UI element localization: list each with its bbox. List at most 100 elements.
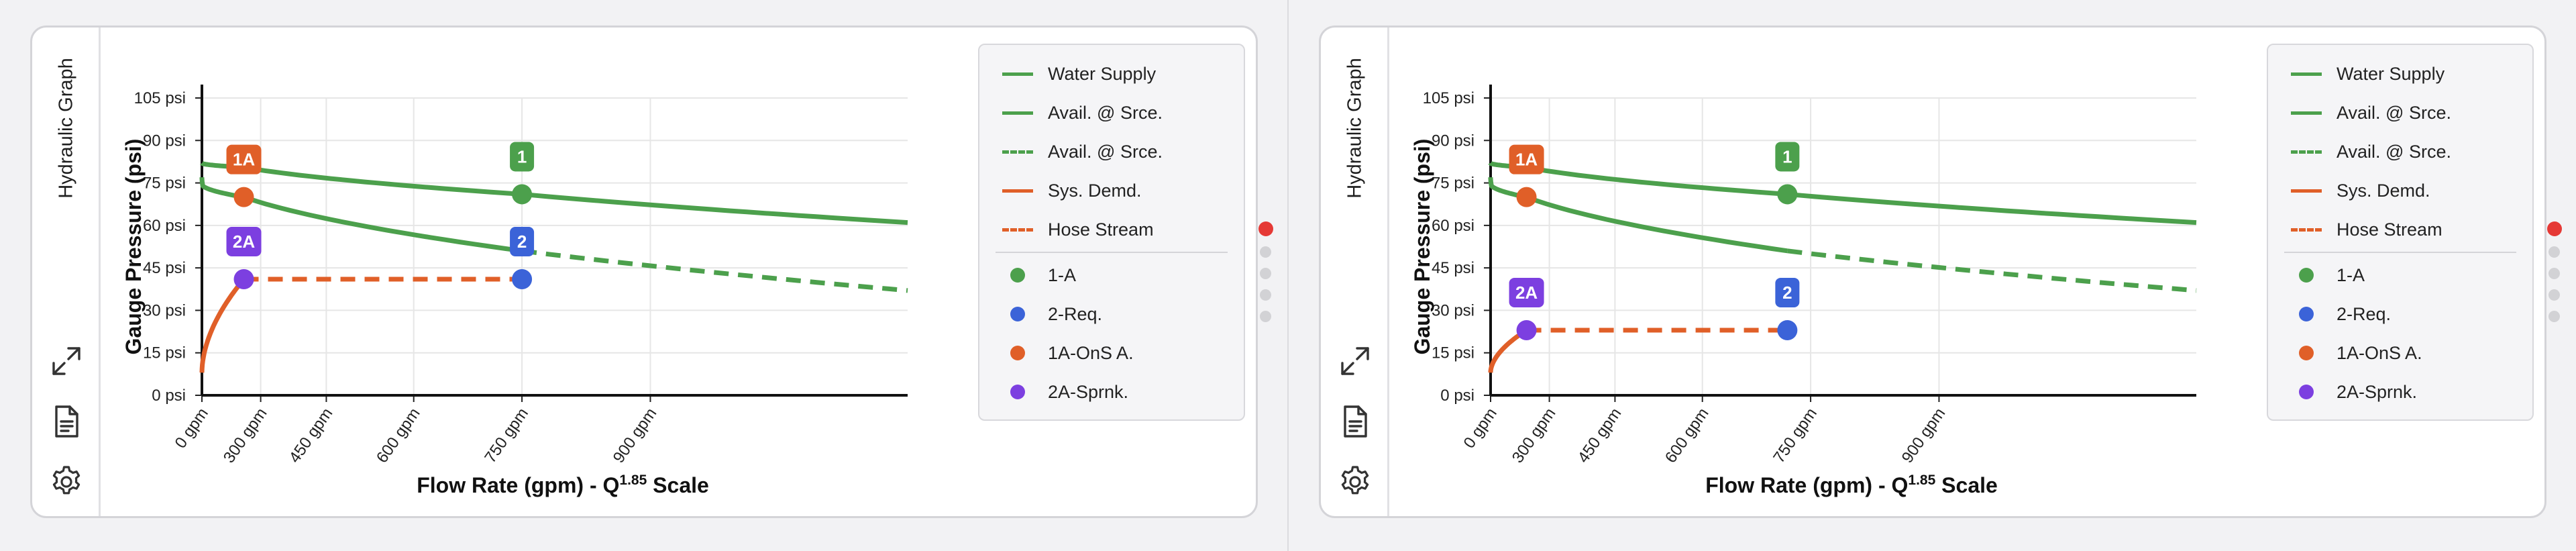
legend-item[interactable]: Hose Stream (979, 210, 1244, 249)
hydraulic-chart: 0 psi 15 psi 30 psi 45 psi 60 psi 75 psi 90 ps… (121, 85, 908, 497)
page-dot[interactable] (2548, 246, 2560, 258)
split-divider[interactable] (1287, 0, 1289, 551)
page-dot[interactable] (1260, 246, 1271, 258)
report-button[interactable] (1337, 403, 1373, 440)
point-badge-label: 1A (233, 150, 255, 170)
legend-swatch (1002, 150, 1033, 154)
legend-label: Hose Stream (2337, 219, 2443, 240)
page-dot[interactable] (2548, 311, 2560, 322)
x-tick-label: 450 gpm (286, 405, 337, 466)
legend-item[interactable]: Avail. @ Srce. (979, 132, 1244, 171)
point-badge (510, 142, 535, 172)
expand-button[interactable] (48, 343, 85, 379)
legend-label: Sys. Demd. (2337, 180, 2430, 201)
legend-item[interactable]: 1-A (2268, 256, 2532, 295)
series-line[interactable] (200, 161, 908, 226)
legend-swatch (2299, 346, 2314, 360)
legend-swatch (1002, 189, 1033, 193)
legend-label: 2A-Sprnk. (2337, 381, 2418, 402)
data-point[interactable] (233, 187, 254, 207)
y-axis-title: Gauge Pressure (psi) (121, 139, 146, 355)
settings-button[interactable] (1337, 464, 1373, 500)
legend-label: Avail. @ Srce. (1048, 102, 1163, 123)
legend-item[interactable]: Water Supply (2268, 54, 2532, 93)
legend-item[interactable]: Hose Stream (2268, 210, 2532, 249)
y-tick-label: 45 psi (143, 259, 186, 277)
expand-icon (52, 347, 80, 375)
page-dot[interactable] (1258, 221, 1273, 236)
legend-swatch (1010, 346, 1025, 360)
gear-icon (52, 466, 80, 495)
point-badge-label: 2 (1782, 283, 1792, 303)
legend-item[interactable]: Avail. @ Srce. (979, 93, 1244, 132)
document-icon (1344, 405, 1367, 438)
x-axis-title: Flow Rate (gpm) - Q1.85 Scale (417, 472, 709, 497)
hydraulic-graph-panel: Hydraulic Graph (30, 26, 1258, 518)
y-tick-label: 0 psi (152, 387, 186, 405)
expand-button[interactable] (1337, 343, 1373, 379)
legend-swatch (2291, 228, 2322, 232)
legend-item[interactable]: 1-A (979, 256, 1244, 295)
x-tick-label: 0 gpm (1460, 405, 1501, 452)
legend-swatch (2299, 385, 2314, 399)
point-badge-label: 2A (1515, 283, 1538, 303)
expand-icon (1341, 347, 1369, 375)
legend-item[interactable]: Sys. Demd. (2268, 171, 2532, 210)
series-line[interactable] (521, 248, 908, 293)
legend-label: Water Supply (1048, 63, 1157, 84)
legend-label: Avail. @ Srce. (2337, 102, 2451, 123)
document-icon (55, 405, 78, 438)
data-point[interactable] (1777, 184, 1798, 205)
series-line[interactable] (1786, 248, 2197, 293)
chart-legend: Water Supply Avail. @ Srce. Avail. @ Srce.… (2267, 44, 2534, 421)
data-point[interactable] (1777, 319, 1798, 340)
y-tick-label: 15 psi (1432, 344, 1474, 362)
legend-swatch (2291, 150, 2322, 154)
point-badge (1775, 142, 1800, 172)
data-point[interactable] (1516, 319, 1537, 340)
hydraulic-graph-panel: Hydraulic Graph (1319, 26, 2546, 518)
series-line[interactable] (199, 277, 246, 373)
legend-item[interactable]: Sys. Demd. (979, 171, 1244, 210)
legend-item[interactable]: Water Supply (979, 54, 1244, 93)
legend-item[interactable]: 2-Req. (2268, 295, 2532, 334)
y-tick-label: 90 psi (143, 132, 186, 150)
x-tick-label: 0 gpm (172, 405, 212, 452)
settings-button[interactable] (48, 464, 85, 500)
y-tick-label: 15 psi (143, 344, 186, 362)
series-line[interactable] (1488, 161, 2197, 226)
legend-separator (996, 252, 1228, 253)
y-tick-label: 0 psi (1440, 387, 1474, 405)
x-tick-label: 600 gpm (373, 405, 424, 466)
page-dot[interactable] (1260, 289, 1271, 301)
legend-item[interactable]: 1A-OnS A. (2268, 334, 2532, 372)
panel-sidebar: Hydraulic Graph (32, 28, 101, 516)
page-indicator (2547, 221, 2563, 332)
x-tick-label: 600 gpm (1662, 405, 1713, 466)
page-dot[interactable] (2548, 289, 2560, 301)
legend-label: 1-A (2337, 264, 2365, 285)
series-line[interactable] (199, 177, 523, 254)
page-dot[interactable] (2547, 221, 2562, 236)
data-point[interactable] (1516, 187, 1537, 207)
legend-item[interactable]: Avail. @ Srce. (2268, 132, 2532, 171)
legend-item[interactable]: 2-Req. (979, 295, 1244, 334)
data-point[interactable] (512, 184, 533, 205)
series-line[interactable] (1488, 177, 1788, 254)
report-button[interactable] (48, 403, 85, 440)
point-badge (510, 227, 535, 257)
data-point[interactable] (233, 269, 254, 290)
legend-swatch (2291, 189, 2322, 193)
page-dot[interactable] (2548, 268, 2560, 279)
legend-item[interactable]: 1A-OnS A. (979, 334, 1244, 372)
data-point[interactable] (512, 269, 533, 290)
page-dot[interactable] (1260, 268, 1271, 279)
legend-item[interactable]: Avail. @ Srce. (2268, 93, 2532, 132)
hydraulic-chart: 0 psi 15 psi 30 psi 45 psi 60 psi 75 psi 90 ps… (1410, 85, 2197, 497)
page-dot[interactable] (1260, 311, 1271, 322)
x-tick-label: 750 gpm (1770, 405, 1821, 466)
series-line[interactable] (1488, 328, 1528, 373)
legend-item[interactable]: 2A-Sprnk. (979, 372, 1244, 411)
legend-swatch (1002, 72, 1033, 76)
legend-item[interactable]: 2A-Sprnk. (2268, 372, 2532, 411)
